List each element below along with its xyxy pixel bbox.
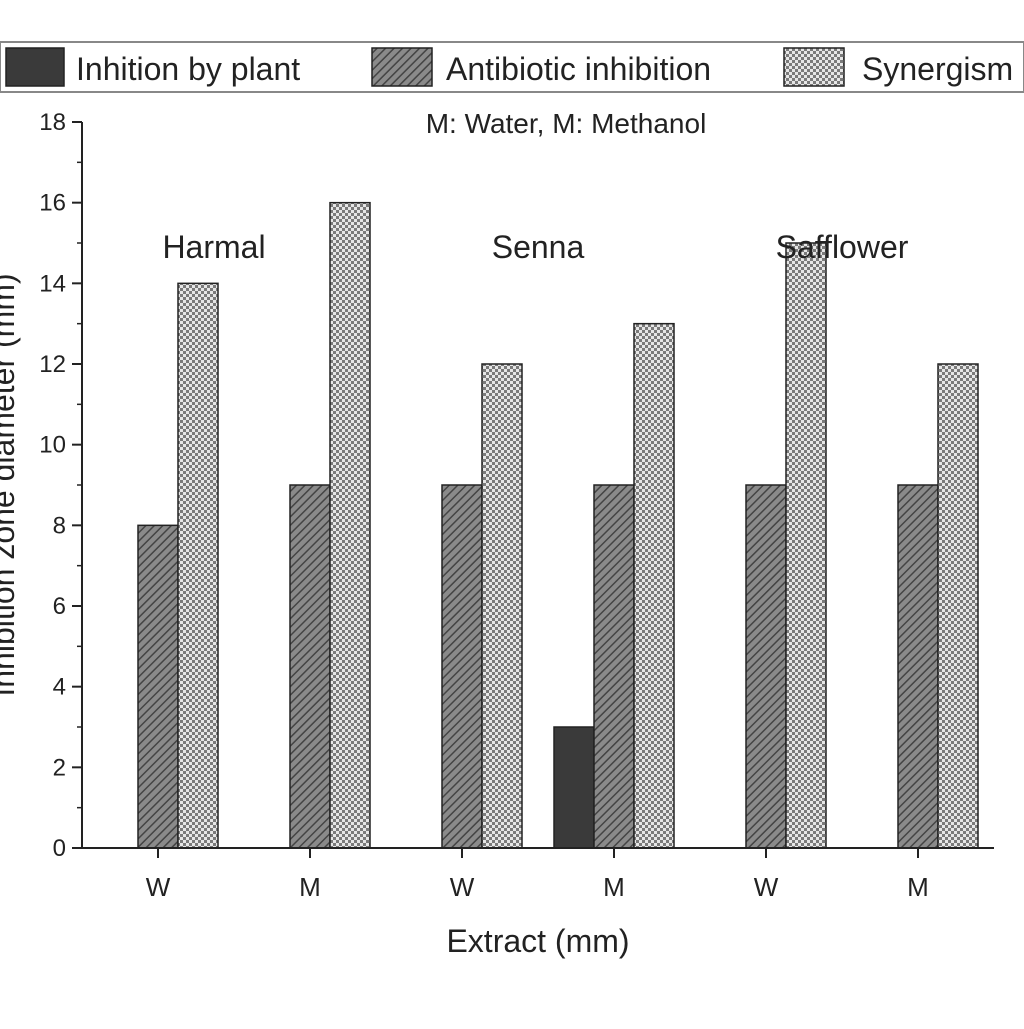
legend-swatch-plant xyxy=(5,47,65,87)
x-tick-label-3: M xyxy=(603,872,625,902)
legend-swatch-synergism xyxy=(783,47,845,87)
legend-swatch-antibiotic xyxy=(371,47,433,87)
legend-label-antibiotic: Antibiotic inhibition xyxy=(446,51,711,87)
x-tick-label-4: W xyxy=(754,872,779,902)
y-tick-label-12: 12 xyxy=(39,351,66,378)
group-label-harmal: Harmal xyxy=(162,229,265,265)
x-tick-label-5: M xyxy=(907,872,929,902)
bar-checker-3 xyxy=(633,322,675,849)
bar-diagonal-2 xyxy=(441,484,483,849)
y-tick-label-6: 6 xyxy=(53,593,66,620)
y-axis-title: Inhibition zone diameter (mm) xyxy=(0,273,21,696)
x-tick-label-1: M xyxy=(299,872,321,902)
bar-diagonal-0 xyxy=(137,524,179,849)
legend: Inhition by plant Antibiotic inhibition … xyxy=(0,41,1024,93)
legend-frame xyxy=(0,41,1024,93)
bar-diagonal-1 xyxy=(289,484,331,849)
bar-checker-1 xyxy=(329,201,371,849)
x-tick-label-2: W xyxy=(450,872,475,902)
group-label-safflower: Safflower xyxy=(776,229,909,265)
legend-label-plant: Inhition by plant xyxy=(76,51,300,87)
bar-diagonal-3 xyxy=(593,484,635,849)
y-tick-label-2: 2 xyxy=(53,754,66,781)
x-axis-title: Extract (mm) xyxy=(446,923,629,959)
bar-checker-5 xyxy=(937,363,979,849)
y-tick-label-10: 10 xyxy=(39,432,66,459)
y-tick-label-14: 14 xyxy=(39,270,66,297)
labels-layer: 0 2 4 6 8 10 12 14 16 18 W M W M W M Harmal Senna Safflowe… xyxy=(39,109,929,902)
y-tick-label-4: 4 xyxy=(53,674,66,701)
bar-diagonal-5 xyxy=(897,484,939,849)
bar-diagonal-4 xyxy=(745,484,787,849)
y-tick-label-0: 0 xyxy=(53,835,66,862)
y-tick-label-8: 8 xyxy=(53,512,66,539)
x-tick-label-0: W xyxy=(146,872,171,902)
group-label-senna: Senna xyxy=(492,229,585,265)
bar-checker-0 xyxy=(177,282,219,849)
y-tick-label-16: 16 xyxy=(39,190,66,217)
y-tick-label-18: 18 xyxy=(39,109,66,136)
bars-layer xyxy=(137,201,979,849)
bar-checker-4 xyxy=(785,242,827,849)
bar-checker-2 xyxy=(481,363,523,849)
legend-label-synergism: Synergism xyxy=(862,51,1013,87)
bar-solid-3 xyxy=(553,726,595,849)
chart-annotation: M: Water, M: Methanol xyxy=(426,108,707,139)
axes-layer xyxy=(72,121,994,858)
